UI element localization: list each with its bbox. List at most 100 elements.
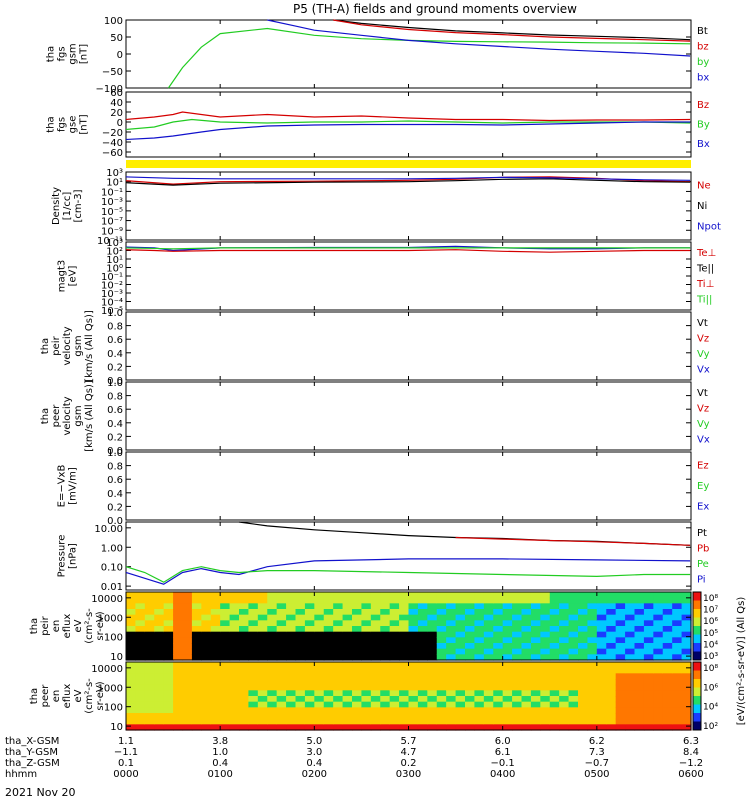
heatmap-cell [182,609,193,616]
heatmap-cell [672,620,683,627]
heatmap-cell [248,707,259,714]
heatmap-cell [634,626,645,633]
heatmap-cell [173,684,184,691]
y-axis-label: (cm²-s- [84,608,95,644]
heatmap-cell [210,696,221,703]
x-row-label: tha_X-GSM [5,736,59,747]
heatmap-cell [370,673,381,680]
heatmap-cell [549,673,560,680]
heatmap-cell [361,654,372,661]
heatmap-cell [606,696,617,703]
heatmap-cell [417,637,428,644]
heatmap-cell [596,626,607,633]
heatmap-cell [568,597,579,604]
heatmap-cell [681,609,692,616]
y-tick-label: 60 [110,88,123,99]
heatmap-cell [295,696,306,703]
heatmap-cell [286,637,297,644]
colorbar-tick-label: 10⁷ [703,606,718,616]
y-axis-label: [km/s (All Qs)] [84,310,95,382]
heatmap-cell [220,614,231,621]
heatmap-cell [295,592,306,599]
heatmap-cell [248,603,259,610]
heatmap-cell [361,620,372,627]
heatmap-cell [182,667,193,674]
colorbar-tick-label: 10⁴ [703,703,718,713]
heatmap-cell [267,614,278,621]
heatmap-cell [672,626,683,633]
heatmap-cell [568,673,579,680]
heatmap-cell [578,667,589,674]
heatmap-cell [220,673,231,680]
heatmap-cell [210,626,221,633]
heatmap-cell [465,713,476,720]
heatmap-cell [314,609,325,616]
heatmap-cell [126,643,137,650]
heatmap-cell [559,592,570,599]
heatmap-cell [643,701,654,708]
heatmap-cell [408,654,419,661]
heatmap-cell [361,696,372,703]
heatmap-cell [314,592,325,599]
heatmap-cell [672,631,683,638]
heatmap-cell [276,662,287,669]
heatmap-cell [380,718,391,725]
heatmap-cell [399,609,410,616]
heatmap-cell [540,592,551,599]
heatmap-cell [154,592,165,599]
heatmap-cell [286,724,297,731]
heatmap-cell [191,684,202,691]
y-tick-label: 10⁻⁵ [101,306,123,317]
heatmap-cell [286,603,297,610]
heatmap-cell [446,724,457,731]
heatmap-cell [342,679,353,686]
heatmap-cell [662,654,673,661]
heatmap-cell [191,667,202,674]
heatmap-cell [154,690,165,697]
heatmap-cell [135,724,146,731]
heatmap-cell [239,614,250,621]
heatmap-cell [191,696,202,703]
heatmap-cell [210,592,221,599]
heatmap-cell [662,701,673,708]
heatmap-cell [483,637,494,644]
heatmap-cell [512,592,523,599]
heatmap-cell [144,620,155,627]
heatmap-cell [512,597,523,604]
heatmap-cell [643,662,654,669]
heatmap-cell [286,626,297,633]
heatmap-cell [342,620,353,627]
heatmap-cell [493,673,504,680]
heatmap-cell [220,603,231,610]
heatmap-cell [323,724,334,731]
colorbar-segment [693,609,701,618]
y-tick-label: 0.6 [107,475,123,486]
heatmap-cell [135,614,146,621]
heatmap-cell [267,597,278,604]
heatmap-cell [615,620,626,627]
heatmap-cell [653,648,664,655]
heatmap-cell [596,684,607,691]
heatmap-cell [267,718,278,725]
colorbar-tick-label: 10⁶ [703,617,718,627]
heatmap-cell [427,631,438,638]
heatmap-cell [295,713,306,720]
heatmap-cell [352,614,363,621]
heatmap-cell [323,679,334,686]
heatmap-cell [512,713,523,720]
heatmap-cell [239,713,250,720]
heatmap-cell [606,603,617,610]
heatmap-cell [540,597,551,604]
heatmap-cell [587,679,598,686]
heatmap-cell [229,614,240,621]
heatmap-cell [333,626,344,633]
heatmap-cell [578,707,589,714]
heatmap-cell [144,592,155,599]
heatmap-cell [643,713,654,720]
heatmap-cell [540,679,551,686]
heatmap-cell [436,718,447,725]
heatmap-cell [662,696,673,703]
colorbar-segment [693,721,701,731]
heatmap-cell [220,707,231,714]
